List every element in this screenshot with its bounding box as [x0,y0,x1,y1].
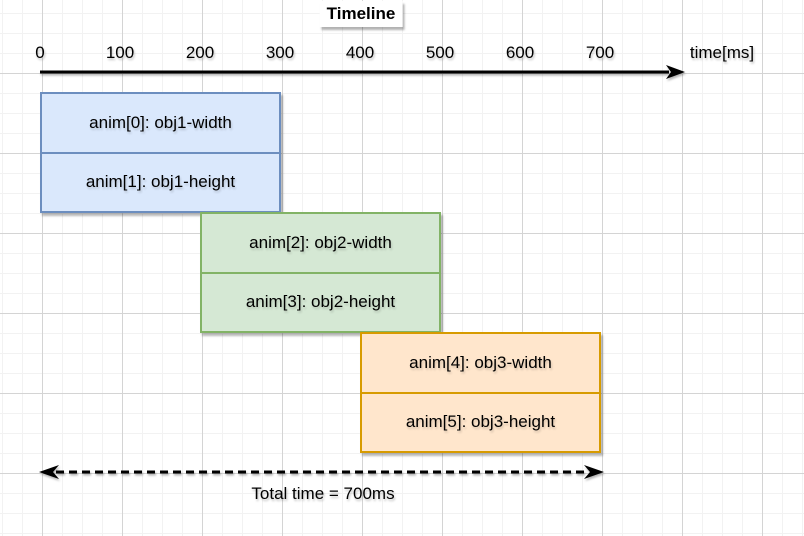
total-time-arrow [39,465,604,479]
anim-group-obj3: anim[4]: obj3-width anim[5]: obj3-height [360,332,601,453]
axis-tick-label-700: 700 [585,43,615,62]
axis-tick-label-600: 600 [505,43,535,62]
total-arrowhead-left-icon [39,465,59,479]
axis-tick-label-500: 500 [425,43,455,62]
anim-bar-3: anim[3]: obj2-height [202,271,439,332]
axis-tick-label-100: 100 [105,43,135,62]
anim-bar-1: anim[1]: obj1-height [42,151,279,212]
diagram-title: Timeline [319,1,403,27]
anim-bar-2: anim[2]: obj2-width [249,232,392,252]
axis-unit-label: time[ms] [689,43,755,62]
anim-bar-0: anim[0]: obj1-width [89,112,232,132]
axis-tick-label-0: 0 [35,43,45,62]
axis-tick-label-300: 300 [265,43,295,62]
total-time-label: Total time = 700ms [251,484,395,503]
anim-group-obj1: anim[0]: obj1-width anim[1]: obj1-height [40,92,281,213]
axis-tick-label-200: 200 [185,43,215,62]
time-axis-arrow [40,65,685,79]
anim-group-obj2: anim[2]: obj2-width anim[3]: obj2-height [200,212,441,333]
anim-bar-5: anim[5]: obj3-height [362,391,599,452]
total-arrowhead-right-icon [584,465,604,479]
axis-tick-label-400: 400 [345,43,375,62]
axis-arrowhead-icon [666,65,685,79]
anim-bar-4: anim[4]: obj3-width [409,352,552,372]
